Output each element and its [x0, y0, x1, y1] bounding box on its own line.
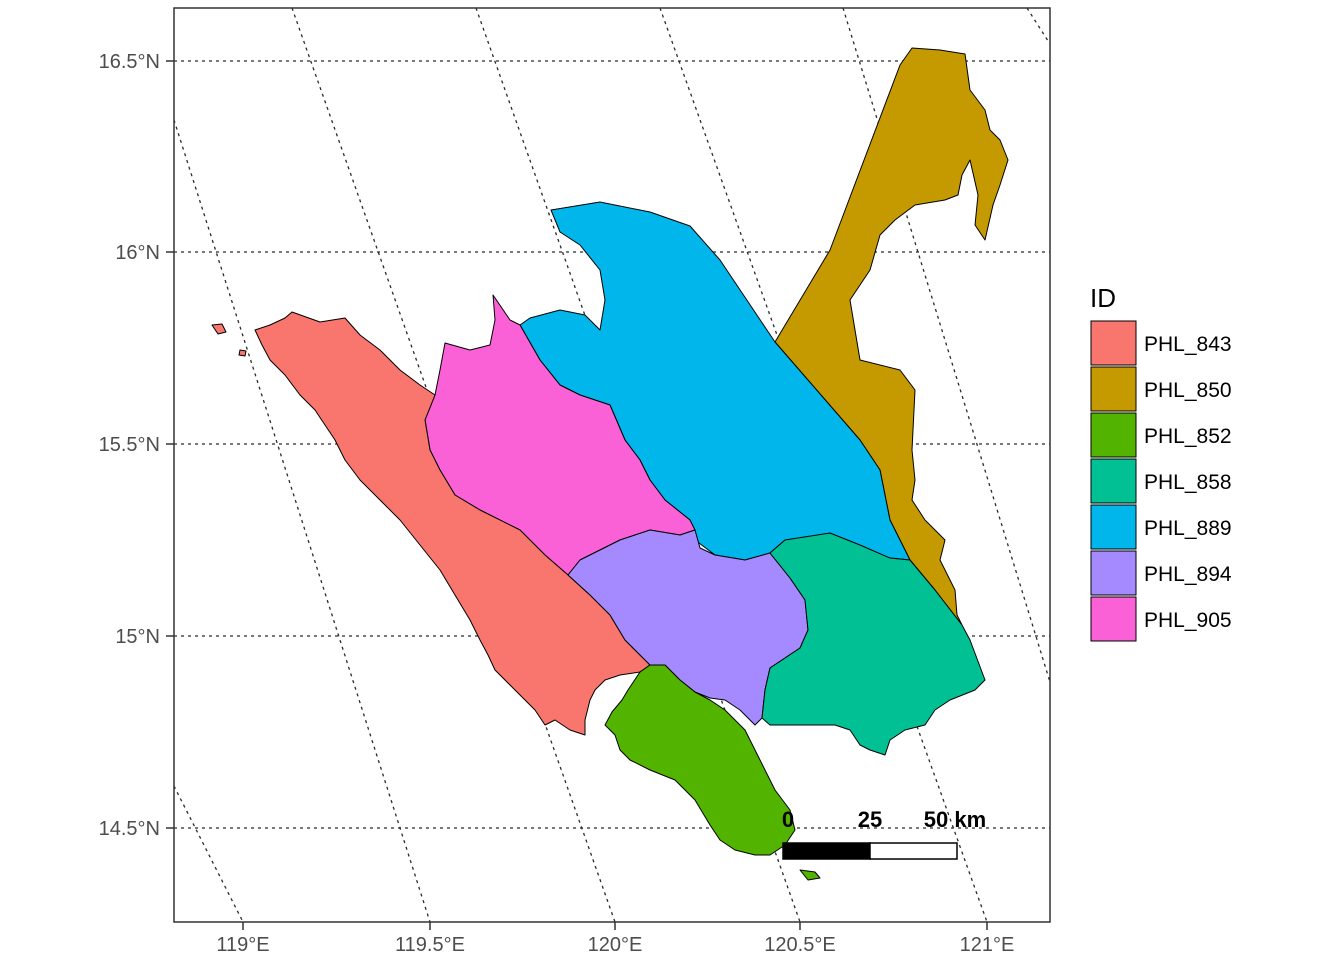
scale-label-0: 0	[782, 807, 794, 832]
legend-label: PHL_843	[1144, 333, 1232, 356]
region-phl-843[interactable]	[254, 311, 651, 736]
map-panel: 0 25 50 km	[173, 7, 1051, 923]
legend-swatch	[1090, 320, 1137, 366]
legend-item: PHL_858	[1090, 458, 1232, 504]
legend-label: PHL_850	[1144, 379, 1232, 402]
island-3	[238, 349, 247, 357]
y-tick-label: 14.5°N	[99, 818, 160, 840]
x-tick-label: 119.5°E	[395, 934, 465, 956]
graticule-lon-119-5	[174, 119, 431, 922]
island-1	[211, 323, 227, 335]
graticule-lon-121-5	[842, 8, 1050, 683]
legend-swatch	[1090, 596, 1137, 642]
region-phl-858[interactable]	[761, 532, 986, 756]
panel-border	[173, 7, 1051, 923]
x-tick-label: 120°E	[588, 934, 643, 956]
y-tick-label: 15.5°N	[99, 434, 160, 456]
scale-bar-black-segment	[782, 842, 871, 860]
legend-item: PHL_843	[1090, 320, 1232, 366]
legend-label: PHL_894	[1144, 563, 1232, 586]
legend-swatch	[1090, 366, 1137, 412]
x-tick-label: 119°E	[216, 934, 269, 956]
legend-swatch	[1090, 504, 1137, 550]
scale-label-50km: 50 km	[924, 807, 986, 832]
legend: ID PHL_843PHL_850PHL_852PHL_858PHL_889PH…	[1090, 283, 1232, 642]
region-phl-850[interactable]	[774, 47, 1009, 626]
scale-label-25: 25	[858, 807, 882, 832]
island-2	[799, 869, 821, 881]
x-tick-label: 121°E	[960, 934, 1015, 956]
legend-item: PHL_889	[1090, 504, 1232, 550]
legend-swatch	[1090, 550, 1137, 596]
legend-label: PHL_858	[1144, 471, 1232, 494]
graticule-lon-122	[1026, 8, 1050, 45]
y-tick-label: 16.5°N	[99, 51, 160, 73]
legend-swatch	[1090, 412, 1137, 458]
legend-label: PHL_852	[1144, 425, 1232, 448]
x-tick-label: 120.5°E	[764, 934, 835, 956]
region-phl-852[interactable]	[604, 664, 796, 856]
scale-bar-white-segment	[869, 842, 958, 860]
legend-title: ID	[1090, 283, 1116, 313]
legend-item: PHL_894	[1090, 550, 1232, 596]
legend-swatch	[1090, 458, 1137, 504]
legend-label: PHL_889	[1144, 517, 1232, 540]
legend-item: PHL_850	[1090, 366, 1232, 412]
graticule-lon-119	[174, 785, 244, 922]
y-axis: 16.5°N 16°N 15.5°N 15°N 14.5°N	[99, 51, 174, 840]
legend-label: PHL_905	[1144, 609, 1232, 632]
y-tick-label: 16°N	[115, 242, 160, 264]
x-axis: 119°E 119.5°E 120°E 120.5°E 121°E	[216, 922, 1014, 956]
legend-item: PHL_852	[1090, 412, 1232, 458]
y-tick-label: 15°N	[115, 626, 160, 648]
regions	[211, 47, 1009, 881]
scale-bar: 0 25 50 km	[782, 807, 986, 860]
legend-item: PHL_905	[1090, 596, 1232, 642]
legend-items: PHL_843 PHL_850 PHL_852 PHL_858 PHL_889 PHL_8…	[1090, 320, 1232, 642]
